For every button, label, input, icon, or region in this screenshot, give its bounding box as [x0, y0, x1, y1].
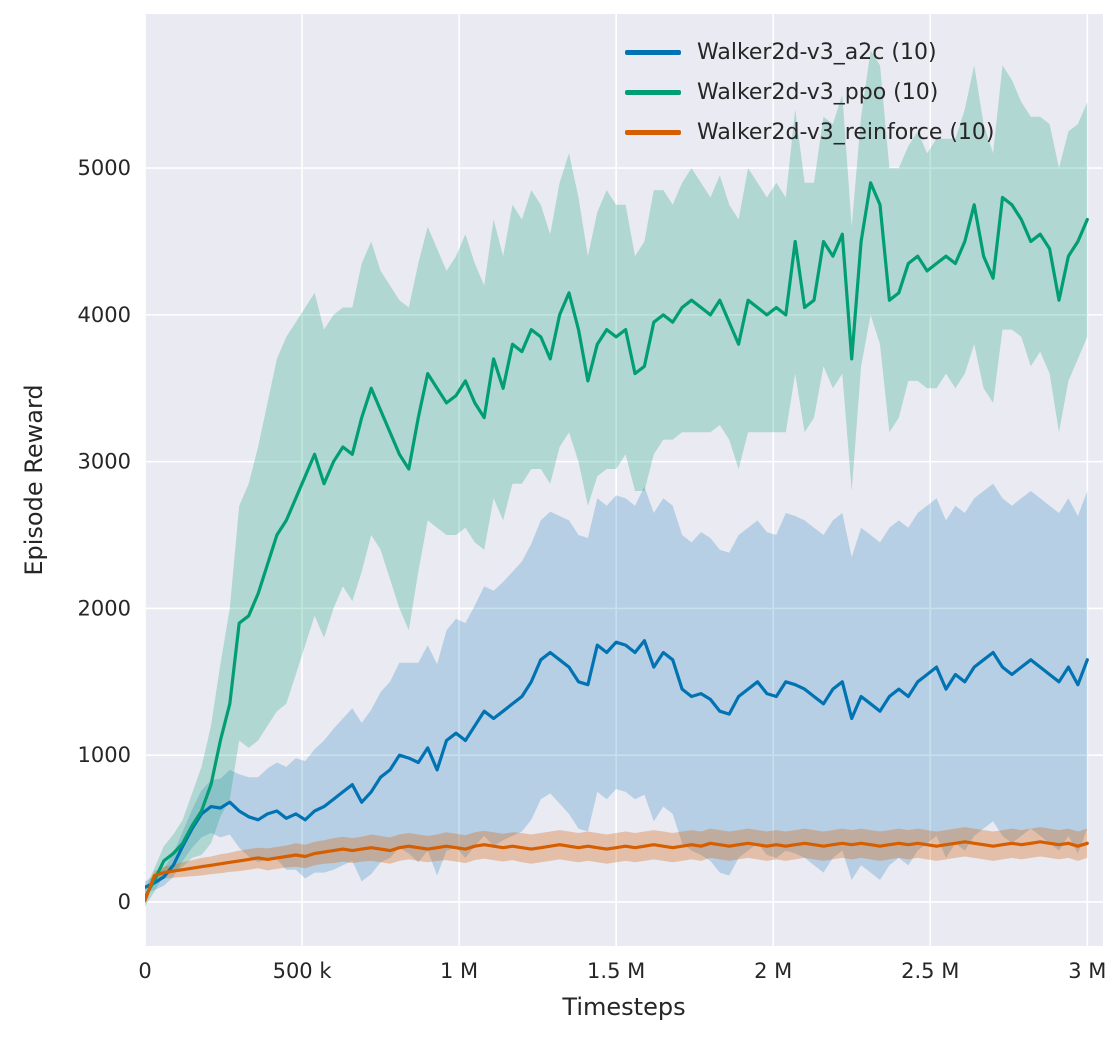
band-Walker2d-v3_a2c (10) — [145, 483, 1088, 894]
y-tick-label: 5000 — [78, 156, 131, 180]
legend-entry-a2c: Walker2d-v3_a2c (10) — [625, 40, 995, 65]
y-tick-label: 3000 — [78, 450, 131, 474]
x-tick-label: 2 M — [754, 959, 792, 983]
y-axis-label: Episode Reward — [20, 384, 48, 576]
y-tick-label: 2000 — [78, 596, 131, 620]
legend: Walker2d-v3_a2c (10) Walker2d-v3_ppo (10… — [625, 40, 995, 145]
x-tick-label: 1 M — [440, 959, 478, 983]
line-Walker2d-v3_ppo (10) — [145, 181, 1089, 900]
legend-line-a2c-icon — [625, 50, 681, 55]
x-tick-label: 3 M — [1068, 959, 1106, 983]
y-tick-label: 1000 — [78, 743, 131, 767]
x-axis-label: Timesteps — [562, 993, 686, 1021]
y-tick-label: 0 — [118, 890, 131, 914]
x-tick-label: 2.5 M — [901, 959, 959, 983]
line-Walker2d-v3_a2c (10) — [145, 639, 1089, 889]
legend-label-reinforce: Walker2d-v3_reinforce (10) — [697, 120, 995, 145]
x-tick-label: 0 — [138, 959, 151, 983]
legend-entry-ppo: Walker2d-v3_ppo (10) — [625, 80, 995, 105]
legend-line-ppo-icon — [625, 90, 681, 95]
x-tick-label: 500 k — [273, 959, 333, 983]
band-Walker2d-v3_ppo (10) — [145, 50, 1088, 907]
x-tick-label: 1.5 M — [587, 959, 645, 983]
legend-label-ppo: Walker2d-v3_ppo (10) — [697, 80, 939, 105]
legend-label-a2c: Walker2d-v3_a2c (10) — [697, 40, 937, 65]
legend-entry-reinforce: Walker2d-v3_reinforce (10) — [625, 120, 995, 145]
y-tick-label: 4000 — [78, 303, 131, 327]
legend-line-reinforce-icon — [625, 130, 681, 135]
line-Walker2d-v3_reinforce (10) — [145, 840, 1089, 903]
